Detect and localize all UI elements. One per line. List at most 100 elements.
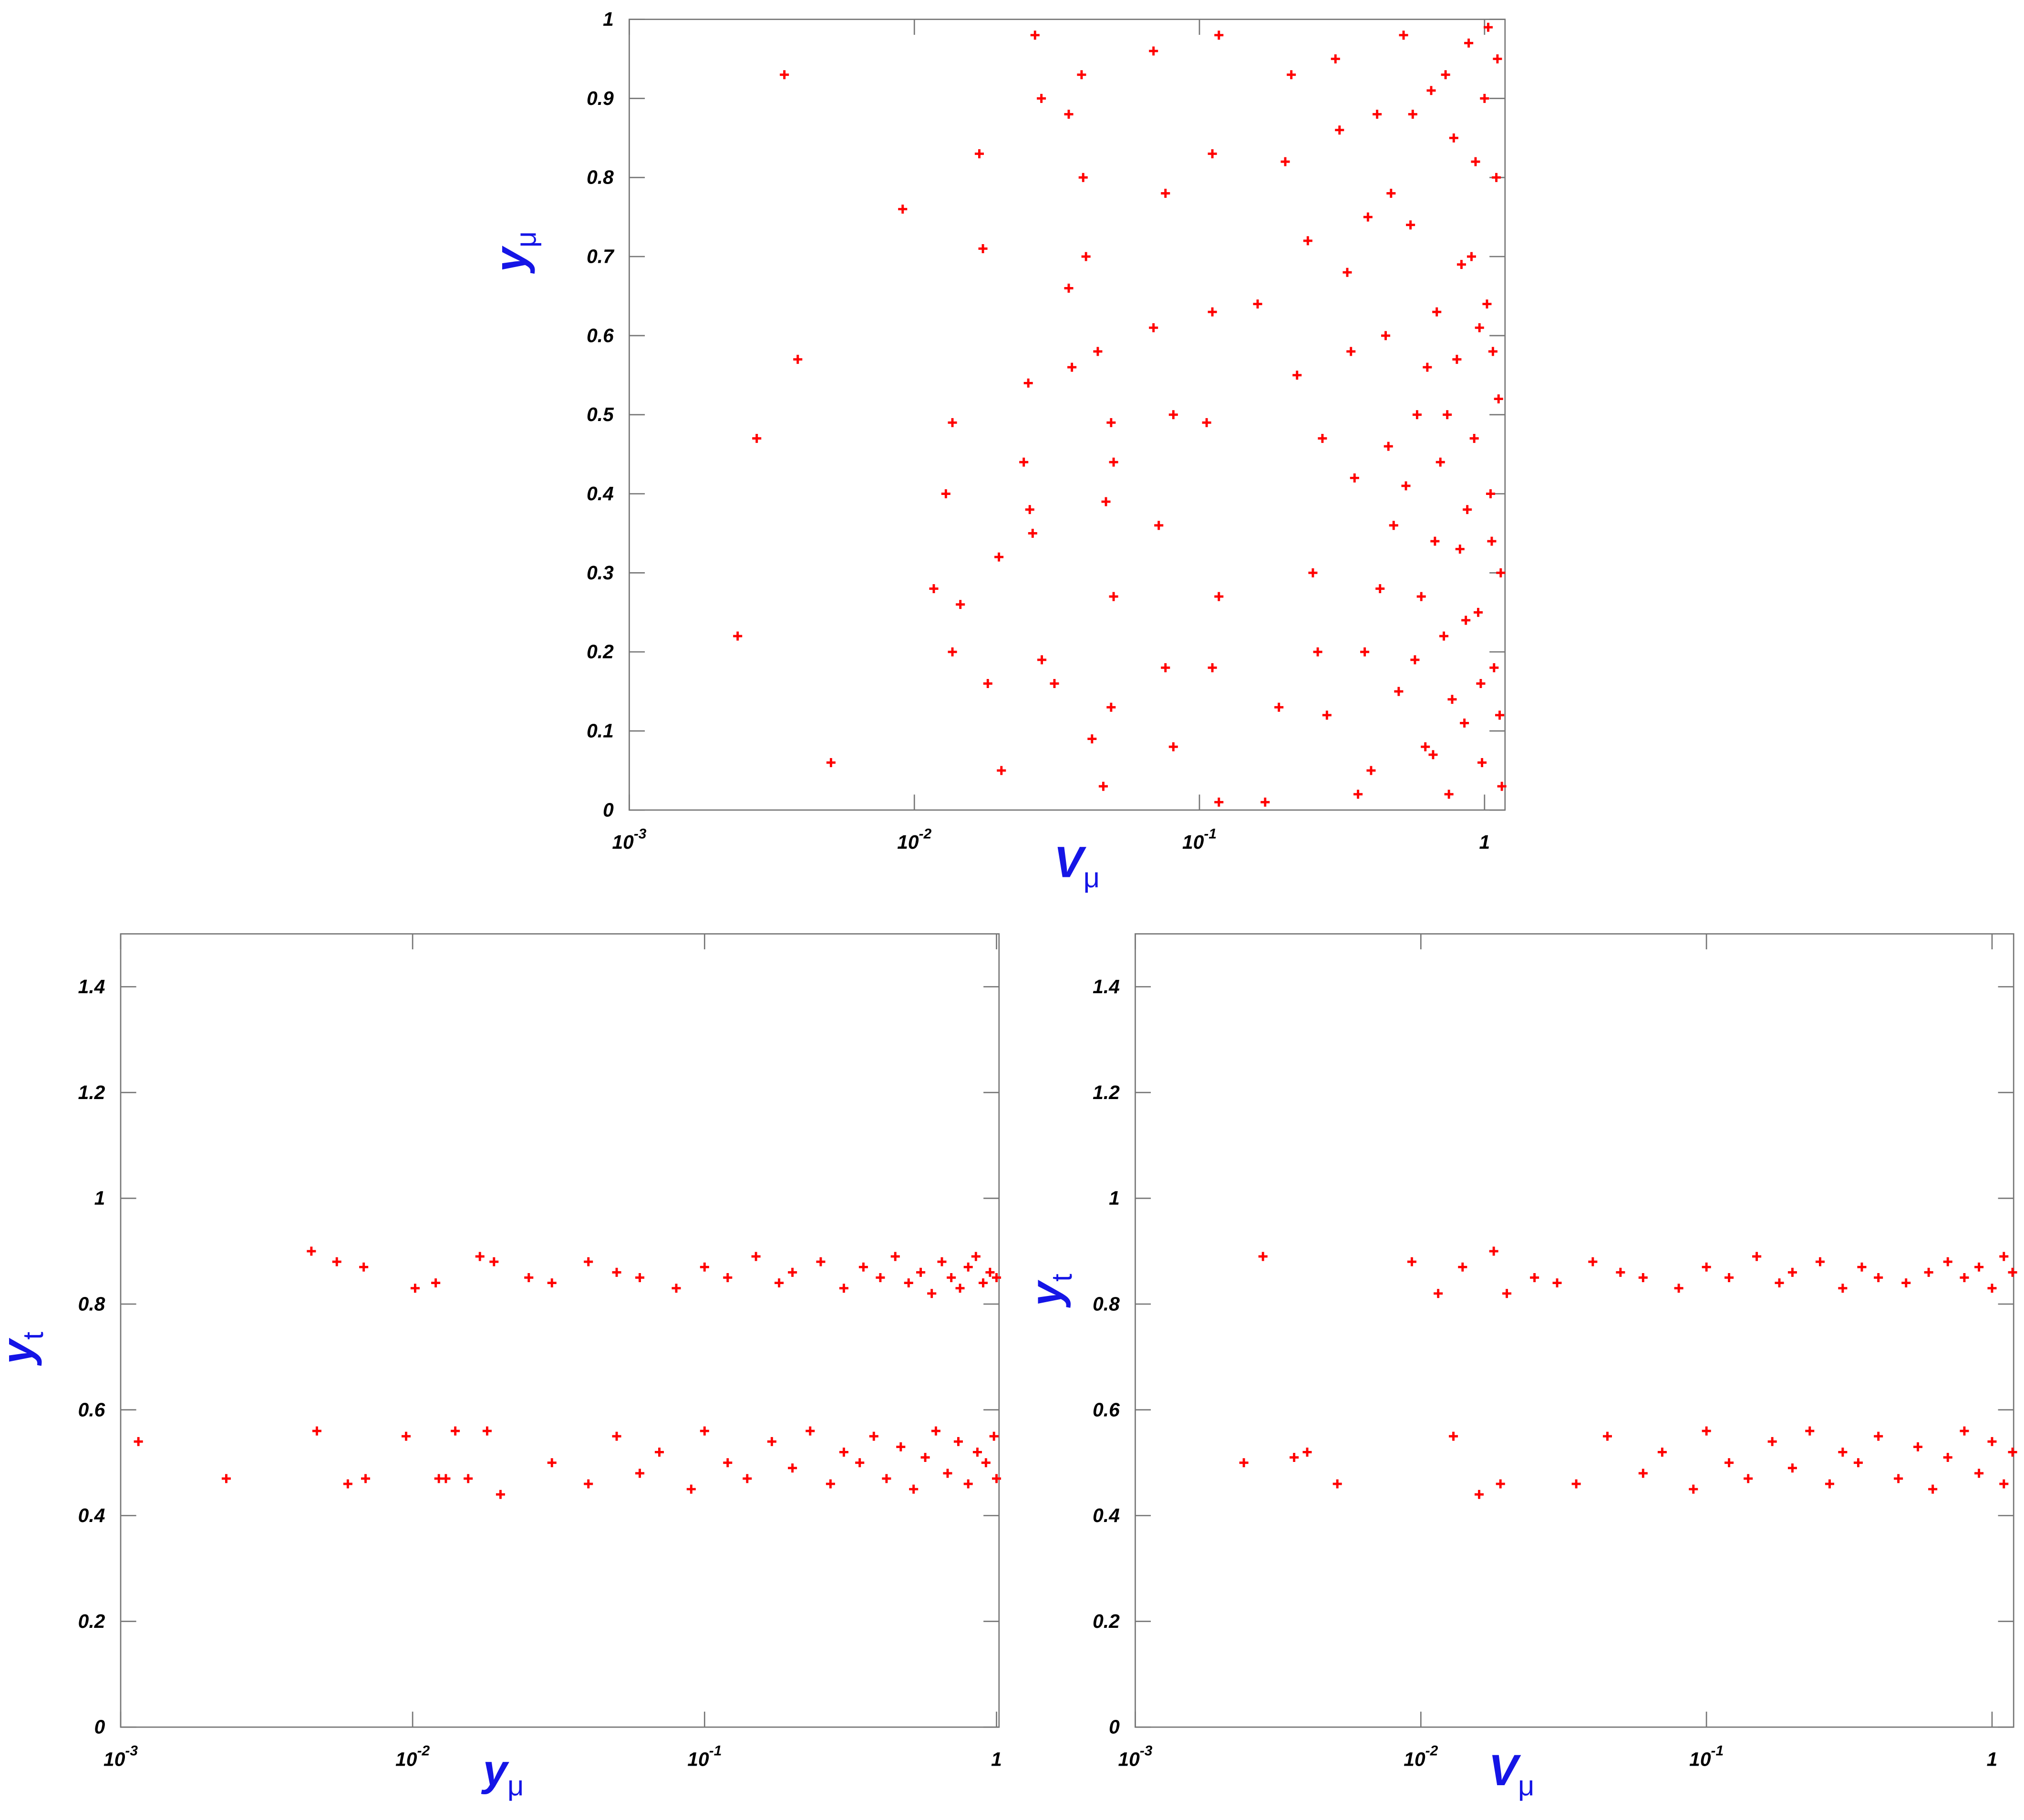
plot-frame: [1135, 933, 2014, 1728]
tick-base: 10: [1689, 1748, 1711, 1770]
point: [1901, 1278, 1911, 1288]
y-tick-label: 0.9: [587, 87, 614, 109]
point: [1416, 592, 1426, 601]
point: [1787, 1463, 1797, 1473]
axis-label-main: y: [486, 245, 535, 274]
point: [1154, 521, 1164, 530]
point: [1874, 1273, 1883, 1282]
point: [2008, 1267, 2017, 1277]
point: [1999, 1252, 2009, 1261]
x-tick-label: 10-3: [1118, 1743, 1152, 1770]
point: [1106, 418, 1116, 427]
point: [1292, 370, 1302, 380]
point: [1455, 545, 1465, 554]
point: [1399, 31, 1408, 40]
point: [1050, 679, 1059, 688]
point: [1239, 1458, 1249, 1468]
tick-base: 10: [1118, 1748, 1140, 1770]
point: [1466, 252, 1476, 261]
point: [1318, 433, 1327, 443]
point: [1602, 1431, 1612, 1441]
point: [1838, 1448, 1848, 1457]
tick-exponent: -1: [1204, 826, 1217, 842]
point: [953, 1437, 963, 1446]
point: [974, 149, 984, 158]
point: [1149, 46, 1158, 56]
point: [1360, 647, 1370, 657]
y-tick-label: 0.8: [1093, 1293, 1120, 1315]
y-tick-label: 0.4: [78, 1504, 105, 1526]
x-tick-label: 10-2: [1404, 1743, 1438, 1770]
point: [896, 1442, 906, 1451]
tick-exponent: -3: [125, 1743, 138, 1759]
point: [826, 758, 836, 767]
axis-label-main: y: [481, 1746, 510, 1795]
point: [1087, 734, 1097, 744]
point: [948, 418, 957, 427]
point: [584, 1257, 593, 1266]
point: [1702, 1262, 1711, 1272]
point: [1483, 22, 1493, 32]
point: [1407, 1257, 1416, 1266]
point: [1258, 1252, 1268, 1261]
tick-base: 10: [612, 831, 634, 853]
point: [978, 1278, 988, 1288]
point: [1375, 584, 1385, 594]
y-tick-label: 1: [603, 8, 614, 30]
point: [1463, 505, 1472, 514]
tick-exponent: -3: [1140, 1743, 1153, 1759]
point: [343, 1479, 352, 1489]
tick-base: 10: [1404, 1748, 1425, 1770]
y-tick-label: 0.8: [78, 1293, 105, 1315]
point: [612, 1267, 621, 1277]
point: [1530, 1273, 1539, 1282]
point: [1253, 299, 1262, 309]
point: [1028, 528, 1037, 538]
point: [751, 1252, 761, 1261]
point: [1496, 568, 1506, 577]
point: [1689, 1484, 1698, 1494]
point: [686, 1484, 696, 1494]
tick-exponent: -2: [919, 826, 932, 842]
plot-frame: [120, 933, 1000, 1728]
point: [1335, 125, 1344, 135]
point: [916, 1267, 926, 1277]
point: [1489, 663, 1499, 672]
point: [1077, 70, 1086, 80]
point: [1674, 1284, 1683, 1293]
y-tick-label: 1: [1109, 1187, 1120, 1209]
point: [1426, 86, 1436, 95]
point: [929, 584, 939, 594]
y-tick-label: 1.4: [78, 976, 105, 997]
point: [1928, 1484, 1938, 1494]
plot-frame: [629, 19, 1506, 811]
point: [489, 1257, 499, 1266]
x-tick-label: 10-2: [897, 826, 931, 853]
point: [1473, 607, 1483, 617]
point: [858, 1262, 868, 1272]
point: [1552, 1278, 1562, 1288]
axis-label: Vμ: [1488, 1746, 1534, 1801]
y-tick-label: 0: [603, 799, 614, 821]
point: [1030, 31, 1040, 40]
point: [1434, 1289, 1443, 1298]
point: [1280, 157, 1290, 166]
point: [793, 355, 803, 364]
point: [978, 244, 988, 253]
point: [1430, 536, 1440, 546]
point: [1093, 347, 1103, 356]
point: [1638, 1273, 1648, 1282]
point: [1447, 695, 1457, 704]
point: [805, 1426, 815, 1436]
point: [963, 1262, 973, 1272]
axis-label-main: y: [1022, 1279, 1071, 1308]
point: [1428, 750, 1438, 760]
point: [788, 1267, 797, 1277]
point: [1999, 1479, 2009, 1489]
point: [1767, 1437, 1777, 1446]
point: [1471, 157, 1480, 166]
y-tick-label: 0.6: [587, 325, 614, 347]
point: [972, 1448, 982, 1457]
